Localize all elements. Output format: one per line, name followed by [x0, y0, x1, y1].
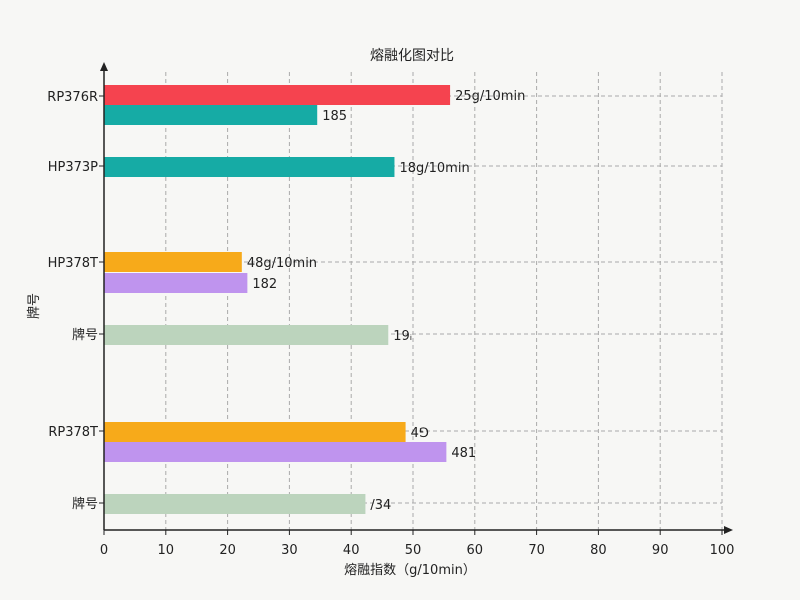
x-tick-label: 50 [405, 543, 422, 558]
bar [104, 273, 248, 293]
labels: 25g/10min 185 18g/10min 48g/10min 182 19ᵢ 4⅁ 48… [47, 89, 734, 558]
bar [104, 157, 395, 177]
bars [104, 85, 451, 514]
y-axis-arrow-icon [100, 62, 108, 71]
bar-value-label: 4⅁ [411, 426, 429, 441]
y-axis-label: 牌号 [26, 293, 42, 319]
y-category-label: RP378T [48, 425, 98, 440]
bar-value-label: /34 [370, 498, 391, 513]
bar-value-label: 185 [322, 109, 347, 124]
bar-value-label: 18g/10min [399, 161, 469, 176]
y-category-label: 牌号 [72, 496, 98, 512]
bar [104, 85, 451, 105]
x-tick-label: 90 [652, 543, 669, 558]
chart-title: 熔融化图对比 [370, 48, 454, 64]
bar-value-label: 48g/10min [247, 256, 317, 271]
x-tick-label: 70 [528, 543, 545, 558]
bar [104, 422, 406, 442]
y-category-label: HP378T [48, 256, 98, 271]
x-axis-label: 熔融指数（g/10min） [344, 563, 476, 578]
bar [104, 105, 318, 125]
y-category-label: 牌号 [72, 327, 98, 343]
y-category-label: RP376R [47, 90, 98, 105]
bar [104, 442, 447, 462]
y-category-label: HP373P [48, 160, 98, 175]
bar-value-label: 19ᵢ [393, 329, 412, 344]
x-tick-label: 40 [343, 543, 360, 558]
bar-value-label: 182 [252, 277, 277, 292]
bar [104, 325, 389, 345]
bar-value-label: 481 [451, 446, 476, 461]
axes [99, 62, 733, 535]
x-tick-label: 20 [219, 543, 236, 558]
bar [104, 494, 366, 514]
x-axis-arrow-icon [724, 526, 733, 534]
x-tick-label: 10 [158, 543, 175, 558]
x-tick-label: 30 [281, 543, 298, 558]
x-tick-label: 60 [467, 543, 484, 558]
x-tick-label: 80 [590, 543, 607, 558]
bar [104, 252, 242, 272]
x-tick-label: 100 [710, 543, 735, 558]
x-tick-label: 0 [100, 543, 108, 558]
bar-value-label: 25g/10min [455, 89, 525, 104]
